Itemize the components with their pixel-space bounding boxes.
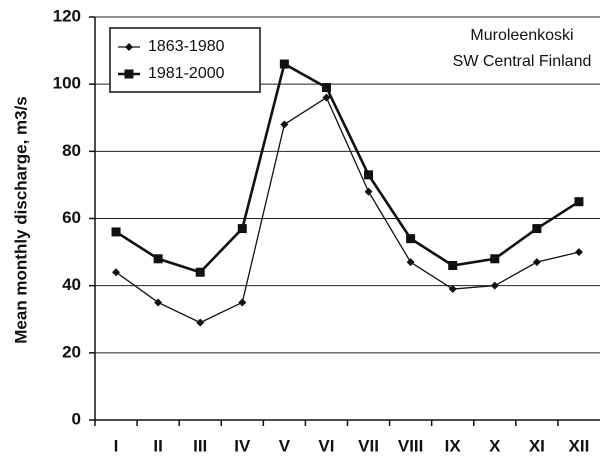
data-point [321, 83, 331, 93]
data-point [490, 254, 500, 264]
x-tick-label: II [153, 436, 162, 455]
data-point [154, 298, 163, 307]
legend-box [109, 27, 261, 93]
x-tick-label: V [279, 436, 291, 455]
data-point [574, 248, 583, 257]
data-point [574, 197, 584, 207]
annotation: SW Central Finland [453, 53, 592, 70]
x-tick-label: VIII [398, 436, 424, 455]
y-tick-label: 120 [53, 6, 81, 25]
x-tick-label: X [489, 436, 501, 455]
y-tick-label: 40 [62, 275, 81, 294]
data-point [279, 59, 289, 69]
x-tick-label: I [114, 436, 119, 455]
series-line [115, 96, 580, 324]
data-point [237, 224, 247, 234]
x-tick-label: XII [569, 436, 590, 455]
data-point [322, 93, 331, 102]
legend-label: 1863-1980 [148, 38, 225, 55]
x-tick-label: VII [358, 436, 379, 455]
data-point [364, 187, 373, 196]
data-point [406, 258, 415, 267]
legend-marker [124, 69, 134, 79]
legend-label: 1981-2000 [148, 65, 225, 82]
data-point [490, 281, 499, 290]
data-point [111, 227, 121, 237]
series-line [115, 62, 580, 274]
data-point [112, 268, 121, 277]
y-axis-label: Mean monthly discharge, m3/s [11, 96, 30, 344]
x-tick-label: VI [318, 436, 334, 455]
data-point [406, 234, 416, 244]
data-point [532, 258, 541, 267]
y-tick-label: 20 [62, 342, 81, 361]
y-tick-label: 60 [62, 208, 81, 227]
annotation: Muroleenkoski [470, 27, 573, 44]
data-point [153, 254, 163, 264]
x-tick-label: IV [234, 436, 251, 455]
legend-marker [125, 43, 133, 51]
x-tick-label: III [193, 436, 207, 455]
data-point [364, 170, 374, 180]
y-tick-label: 100 [53, 74, 81, 93]
data-point [448, 261, 458, 271]
data-point [532, 224, 542, 234]
data-point [238, 298, 247, 307]
x-tick-label: XI [529, 436, 545, 455]
x-tick-label: IX [445, 436, 462, 455]
data-point [196, 318, 205, 327]
data-point [195, 267, 205, 277]
data-point [448, 285, 457, 294]
y-tick-label: 80 [62, 141, 81, 160]
data-point [280, 120, 289, 129]
y-tick-label: 0 [72, 409, 81, 428]
